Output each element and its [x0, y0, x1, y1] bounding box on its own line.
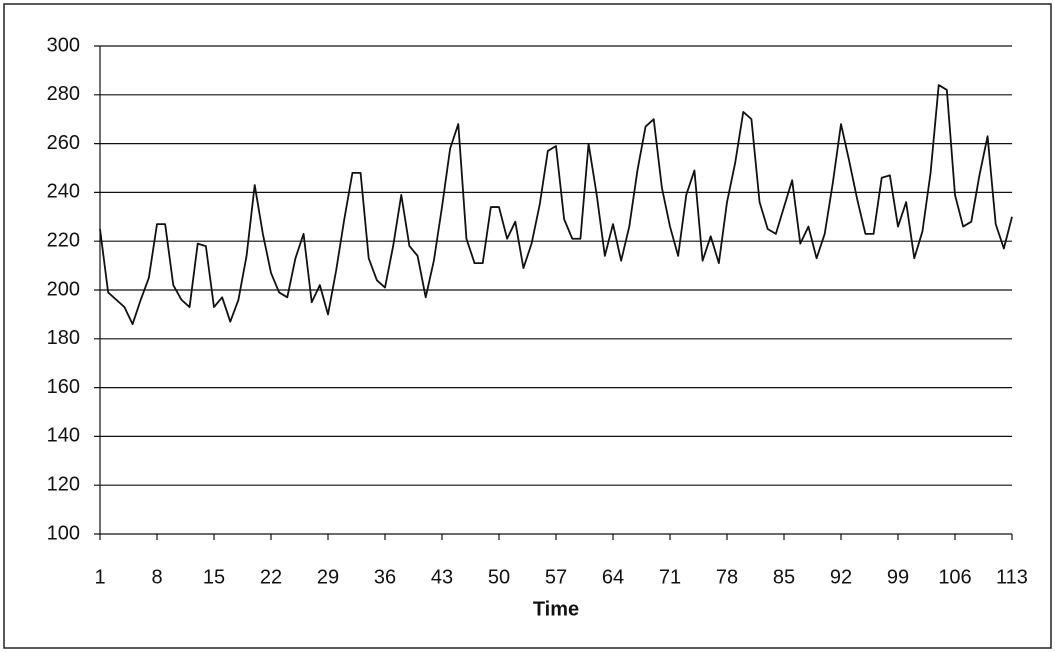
- x-tick-label: 85: [773, 566, 795, 588]
- x-tick-label: 113: [996, 566, 1028, 588]
- x-tick-label: 92: [830, 566, 852, 588]
- y-tick-label: 220: [47, 229, 80, 251]
- x-tick-label: 50: [488, 566, 510, 588]
- x-tick-label: 22: [260, 566, 282, 588]
- x-tick-label: 78: [716, 566, 738, 588]
- chart: Time 100 120 140 160 180 200 220 240 260 280 300 1 8…: [0, 0, 1055, 652]
- x-tick-label: 43: [431, 566, 453, 588]
- x-tick-label: 29: [317, 566, 339, 588]
- x-tick-label: 57: [545, 566, 567, 588]
- frame: [4, 4, 1051, 648]
- y-tick-label: 260: [47, 132, 80, 154]
- y-tick-label: 200: [47, 278, 80, 300]
- y-tick-label: 240: [47, 181, 80, 203]
- y-tick-label: 180: [47, 327, 80, 349]
- x-tick-label: 99: [887, 566, 909, 588]
- x-tick-label: 15: [203, 566, 225, 588]
- x-tick-label: 71: [659, 566, 681, 588]
- data-line: [100, 85, 1012, 324]
- y-tick-label: 140: [47, 425, 80, 447]
- y-tick-label: 300: [47, 34, 80, 56]
- x-tick-label: 106: [938, 566, 971, 588]
- page: {"chart_data": {"type": "line", "x_label…: [0, 0, 1055, 652]
- y-tick-label: 160: [47, 376, 80, 398]
- x-tick-label: 64: [602, 566, 624, 588]
- y-tick-label: 280: [47, 83, 80, 105]
- y-tick-label: 100: [47, 522, 80, 544]
- x-axis-title: Time: [533, 598, 579, 620]
- x-tick-label: 36: [374, 566, 396, 588]
- x-tick-label: 8: [151, 566, 162, 588]
- x-tick-label: 1: [94, 566, 105, 588]
- y-tick-label: 120: [47, 473, 80, 495]
